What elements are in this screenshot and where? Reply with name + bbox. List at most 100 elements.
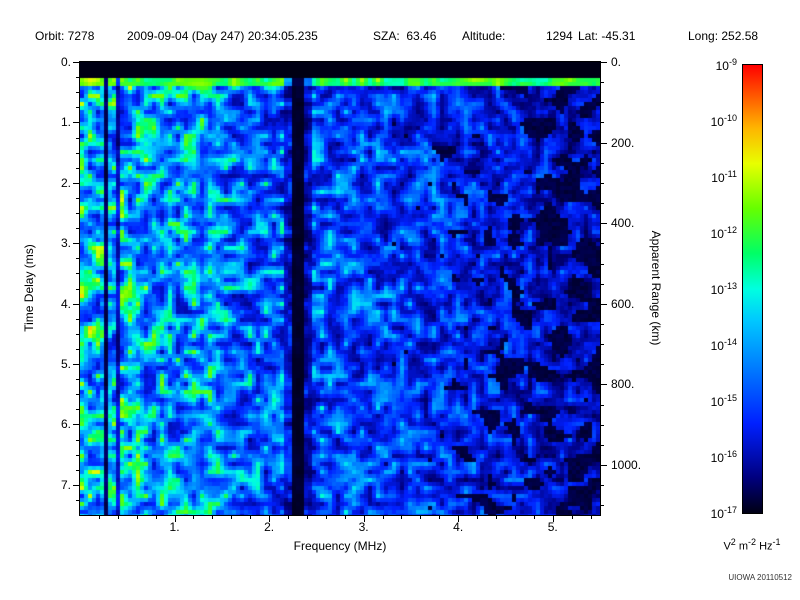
y-minor-tick — [76, 197, 79, 199]
x-minor-tick — [288, 516, 289, 519]
exponent: 2 — [730, 537, 736, 547]
y-minor-tick — [76, 273, 79, 275]
y-minor-tick — [76, 213, 79, 214]
colorbar-tick-label: 10-12 — [710, 225, 737, 241]
exponent: -9 — [728, 57, 737, 67]
x-minor-tick — [420, 516, 422, 519]
x-minor-tick — [155, 516, 157, 519]
y-axis-title: Time Delay (ms) — [22, 244, 36, 332]
x-minor-tick — [477, 516, 479, 519]
colorbar-tick-label: 10-14 — [710, 337, 737, 353]
y-tick-label: 2. — [60, 175, 71, 190]
y2-minor-tick — [601, 485, 604, 487]
y2-minor-tick — [601, 203, 604, 205]
y2-tick — [601, 142, 607, 144]
y-tick-label: 1. — [60, 115, 71, 130]
x-minor-tick — [98, 516, 100, 519]
colorbar-tick-label: 10-17 — [710, 505, 737, 521]
y-minor-tick — [76, 92, 79, 94]
spectrogram-canvas — [80, 62, 600, 515]
x-minor-tick — [212, 516, 214, 519]
y-minor-tick — [76, 288, 79, 290]
exponent: -11 — [724, 169, 737, 179]
colorbar-tick-label: 10-15 — [710, 393, 737, 409]
exponent: -2 — [748, 537, 757, 547]
y2-minor-tick — [601, 444, 604, 446]
x-minor-tick — [496, 516, 497, 519]
y-minor-tick — [76, 394, 79, 396]
y2-minor-tick — [601, 323, 604, 325]
x-minor-tick — [382, 516, 384, 519]
x-tick-label: 5. — [547, 520, 558, 534]
x-tick — [269, 516, 271, 522]
x-minor-tick — [325, 516, 327, 519]
colorbar-gradient — [742, 64, 763, 514]
credit-text: UIOWA 20110512 — [728, 573, 792, 582]
exponent: -16 — [723, 449, 737, 459]
colorbar-tick-label: 10-9 — [715, 57, 737, 73]
colorbar-unit-label: V2 m-2 Hz-1 — [723, 537, 781, 553]
colorbar-tick-label: 10-13 — [710, 281, 737, 297]
x-minor-tick — [117, 516, 119, 519]
y-tick-label: 5. — [60, 357, 71, 371]
y-minor-tick — [76, 318, 79, 320]
y-tick-label: 4. — [60, 296, 71, 311]
y2-tick — [601, 384, 607, 386]
y2-minor-tick — [601, 283, 604, 285]
y2-tick — [601, 62, 607, 63]
y-minor-tick — [76, 152, 79, 154]
y2-minor-tick — [601, 505, 604, 507]
y2-tick — [601, 303, 607, 305]
y-minor-tick — [76, 379, 79, 381]
y-minor-tick — [76, 333, 79, 335]
y2-minor-tick — [601, 82, 604, 84]
y2-tick-label: 400. — [611, 216, 635, 231]
y-tick — [73, 364, 79, 365]
y2-minor-tick — [601, 122, 604, 124]
y2-tick — [601, 223, 607, 225]
exponent: -1 — [772, 537, 781, 547]
x-minor-tick — [136, 516, 138, 519]
y-tick-label: 0. — [60, 55, 71, 69]
header-datetime: 2009-09-04 (Day 247) 20:34:05.235 — [127, 29, 318, 43]
x-axis-title: Frequency (MHz) — [293, 539, 387, 553]
y2-minor-tick — [601, 243, 604, 245]
y-tick — [73, 62, 79, 63]
colorbar-tick-label: 10-10 — [710, 113, 737, 129]
x-tick-label: 2. — [264, 520, 275, 534]
y2-tick-label: 800. — [611, 377, 635, 392]
y-minor-tick — [76, 137, 79, 139]
y-tick — [73, 303, 79, 305]
plot-frame — [79, 61, 601, 516]
y-tick — [73, 182, 79, 184]
header-altitude-label: Altitude: — [462, 29, 506, 43]
y-minor-tick — [76, 454, 79, 456]
colorbar-tick-label: 10-16 — [710, 449, 737, 465]
y2-tick-label: 0. — [611, 55, 622, 69]
header-altitude-value: 1294 — [546, 29, 573, 43]
x-tick-label: 1. — [169, 520, 180, 534]
exponent: -17 — [723, 505, 737, 515]
y2-minor-tick — [601, 182, 604, 184]
y2-tick-label: 200. — [611, 135, 635, 150]
y-minor-tick — [76, 348, 79, 350]
y-minor-tick — [76, 469, 79, 471]
y2-tick — [601, 465, 607, 467]
y2-minor-tick — [601, 424, 604, 426]
x-minor-tick — [193, 516, 195, 519]
x-minor-tick — [250, 516, 252, 519]
colorbar-tick-label: 10-11 — [711, 169, 737, 185]
y2-minor-tick — [601, 263, 604, 265]
header-sza: SZA: 63.46 — [373, 29, 437, 43]
x-minor-tick — [344, 516, 346, 519]
y-tick — [73, 122, 79, 124]
x-minor-tick — [571, 516, 573, 519]
exponent: -13 — [723, 281, 737, 291]
x-minor-tick — [306, 516, 308, 519]
y-minor-tick — [76, 167, 79, 169]
exponent: -12 — [723, 225, 737, 235]
x-tick-label: 3. — [358, 520, 369, 534]
y-tick — [73, 243, 79, 245]
x-minor-tick — [401, 516, 403, 519]
